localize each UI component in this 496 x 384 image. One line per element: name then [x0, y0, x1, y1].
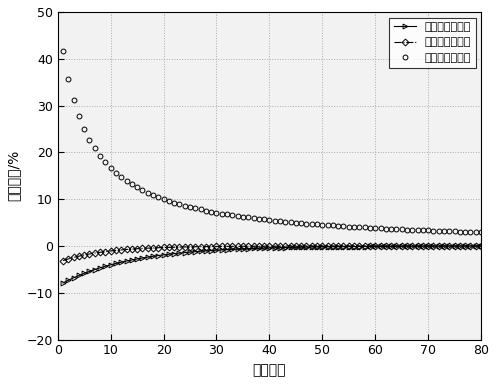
X-axis label: 迭代次数: 迭代次数 [252, 363, 286, 377]
第二阶模态频率 [330, 244, 336, 248]
第二阶模态频率 [245, 244, 251, 248]
第一阶模态频率 [431, 244, 436, 248]
第二阶模态频率 [478, 244, 484, 248]
第一阶模态频率 [346, 244, 352, 249]
第三阶模态频率 [346, 224, 352, 229]
第一阶模态频率 [314, 245, 320, 249]
第一阶模态频率 [330, 245, 336, 249]
第三阶模态频率 [60, 49, 66, 53]
Line: 第一阶模态频率: 第一阶模态频率 [61, 244, 484, 285]
Legend: 第一阶模态频率, 第二阶模态频率, 第三阶模态频率: 第一阶模态频率, 第二阶模态频率, 第三阶模态频率 [389, 18, 476, 68]
Line: 第三阶模态频率: 第三阶模态频率 [61, 48, 484, 235]
第二阶模态频率 [314, 244, 320, 248]
第一阶模态频率 [245, 247, 251, 251]
第二阶模态频率 [309, 244, 314, 248]
第三阶模态频率 [245, 215, 251, 220]
第一阶模态频率 [309, 245, 314, 249]
第二阶模态频率 [431, 244, 436, 248]
Y-axis label: 收敛误差/%: 收敛误差/% [7, 150, 21, 202]
Line: 第二阶模态频率: 第二阶模态频率 [61, 243, 484, 263]
第二阶模态频率 [60, 258, 66, 263]
第三阶模态频率 [431, 228, 436, 233]
第一阶模态频率 [60, 281, 66, 285]
第二阶模态频率 [346, 244, 352, 248]
第三阶模态频率 [314, 222, 320, 227]
第三阶模态频率 [330, 223, 336, 228]
第三阶模态频率 [478, 230, 484, 235]
第一阶模态频率 [478, 244, 484, 248]
第三阶模态频率 [309, 222, 314, 226]
